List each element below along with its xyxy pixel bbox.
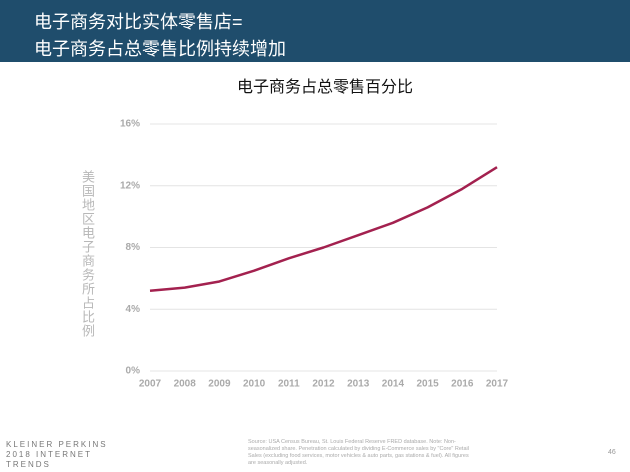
y-tick-label: 8% bbox=[126, 242, 141, 253]
x-tick-label: 2013 bbox=[347, 379, 370, 390]
source-note: Source: USA Census Bureau, St. Louis Fed… bbox=[248, 439, 469, 466]
page-number: 46 bbox=[608, 449, 616, 456]
x-tick-label: 2011 bbox=[278, 379, 300, 390]
y-tick-label: 0% bbox=[126, 366, 141, 377]
header-band: 电子商务对比实体零售店= 电子商务占总零售比例持续增加 bbox=[0, 0, 630, 62]
line-series bbox=[149, 166, 498, 292]
y-tick-label: 16% bbox=[120, 119, 140, 130]
x-tick-label: 2007 bbox=[139, 379, 162, 390]
chart-title: 电子商务占总零售百分比 bbox=[237, 78, 413, 96]
x-tick-label: 2016 bbox=[451, 379, 474, 390]
x-tick-label: 2015 bbox=[416, 379, 439, 390]
y-tick-label: 12% bbox=[120, 180, 140, 191]
x-tick-label: 2017 bbox=[486, 379, 509, 390]
x-tick-label: 2008 bbox=[174, 379, 197, 390]
logo: KLEINER PERKINS 2018 INTERNET TRENDS bbox=[6, 440, 108, 469]
x-tick-label: 2010 bbox=[243, 379, 266, 390]
y-tick-label: 4% bbox=[126, 304, 141, 315]
header-title: 电子商务对比实体零售店= bbox=[34, 12, 243, 32]
x-tick-label: 2014 bbox=[382, 379, 405, 390]
x-tick-label: 2009 bbox=[208, 379, 231, 390]
header-title: 电子商务占总零售比例持续增加 bbox=[34, 39, 286, 59]
x-tick-label: 2012 bbox=[312, 379, 335, 390]
y-axis-label: 美国地区电子商务所占比例 bbox=[80, 170, 95, 338]
